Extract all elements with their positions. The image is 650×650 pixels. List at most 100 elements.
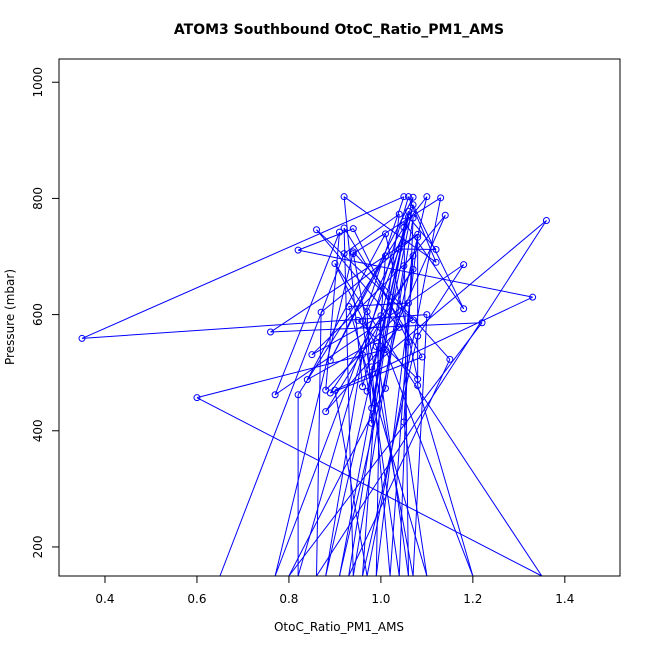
series-segment <box>325 302 409 391</box>
series-segment <box>362 196 405 322</box>
series-segment <box>316 220 547 576</box>
series-segment <box>325 232 340 391</box>
y-tick-label: 800 <box>31 187 45 210</box>
series-segment <box>375 346 409 576</box>
data-point <box>414 375 422 383</box>
y-axis-label: Pressure (mbar) <box>3 269 17 365</box>
series-segment <box>352 265 405 576</box>
series-segment <box>329 269 414 394</box>
series-segment <box>297 196 409 576</box>
data-point <box>409 252 417 260</box>
data-point <box>377 312 385 320</box>
data-point <box>358 351 366 359</box>
series-segment <box>366 215 446 392</box>
data-point <box>395 245 403 253</box>
y-tick-label: 1000 <box>31 67 45 98</box>
y-tick-label: 200 <box>31 536 45 559</box>
data-point <box>313 226 321 234</box>
series-segment <box>403 341 409 423</box>
data-point <box>193 394 201 402</box>
series-segment <box>412 314 428 576</box>
data-point <box>358 317 366 325</box>
series-segment <box>311 315 382 356</box>
series-segment <box>361 320 400 576</box>
series-segment <box>270 322 483 333</box>
data-point <box>409 201 417 209</box>
y-axis: 200 400 600 800 1000 <box>31 67 59 558</box>
series-segment <box>325 354 363 576</box>
data-point <box>372 343 380 351</box>
x-tick-label: 0.8 <box>279 592 298 606</box>
data-point <box>368 419 376 427</box>
series-segment <box>343 213 400 255</box>
data-point <box>478 319 486 327</box>
data-point <box>418 353 426 361</box>
data-point <box>78 334 86 342</box>
data-point <box>446 355 454 363</box>
data-point <box>432 246 440 254</box>
series-segment <box>403 221 465 310</box>
series-segment <box>334 263 377 347</box>
data-point <box>340 193 348 201</box>
series-segment <box>361 354 373 409</box>
data-point <box>326 389 334 397</box>
data-point <box>437 194 445 202</box>
series-segment <box>412 204 465 310</box>
series-segment <box>274 264 464 396</box>
data-point <box>460 261 468 269</box>
x-tick-label: 1.2 <box>463 592 482 606</box>
data-point <box>395 210 403 218</box>
series-segment <box>316 229 414 321</box>
series-segment <box>362 335 419 576</box>
series-segment <box>352 228 409 343</box>
data-point <box>381 345 389 353</box>
data-point <box>414 233 422 241</box>
x-tick-label: 1.0 <box>371 592 390 606</box>
series-segment <box>362 211 409 387</box>
data-point <box>368 363 376 371</box>
series-segment <box>274 231 340 395</box>
data-point <box>363 387 371 395</box>
data-point <box>404 338 412 346</box>
data-point <box>267 328 275 336</box>
series-segment <box>330 356 423 394</box>
series-segment <box>343 228 354 576</box>
series-segment <box>306 233 386 380</box>
series-segment <box>270 234 418 333</box>
data-point <box>542 216 550 224</box>
data-point <box>381 230 389 238</box>
data-point <box>395 323 403 331</box>
data-point <box>308 351 316 359</box>
data-point <box>303 376 311 384</box>
data-point <box>404 193 412 201</box>
y-tick-label: 400 <box>31 419 45 442</box>
data-point <box>349 250 357 258</box>
series-segment <box>343 196 437 263</box>
data-point <box>368 404 376 412</box>
x-tick-label: 1.4 <box>555 592 574 606</box>
data-point <box>409 193 417 201</box>
data-point <box>400 262 408 270</box>
data-point <box>423 311 431 319</box>
chart-title: ATOM3 Southbound OtoC_Ratio_PM1_AMS <box>174 22 504 38</box>
series-segment <box>316 229 400 328</box>
data-point <box>404 213 412 221</box>
data-point <box>409 214 417 222</box>
series-segment <box>334 263 543 576</box>
y-tick-label: 600 <box>31 303 45 326</box>
data-point <box>345 302 353 310</box>
data-point <box>381 252 389 260</box>
plot-frame <box>58 58 621 577</box>
data-point <box>414 230 422 238</box>
data-point <box>529 293 537 301</box>
series-segment <box>334 296 533 391</box>
data-point <box>340 250 348 258</box>
series-segment <box>412 196 428 215</box>
data-point <box>400 218 408 226</box>
data-point <box>409 265 417 273</box>
series-segment <box>81 314 427 339</box>
series-segment <box>385 349 474 576</box>
x-tick-label: 0.4 <box>95 592 114 606</box>
x-axis-label: OtoC_Ratio_PM1_AMS <box>274 620 404 634</box>
series-segment <box>361 255 386 576</box>
